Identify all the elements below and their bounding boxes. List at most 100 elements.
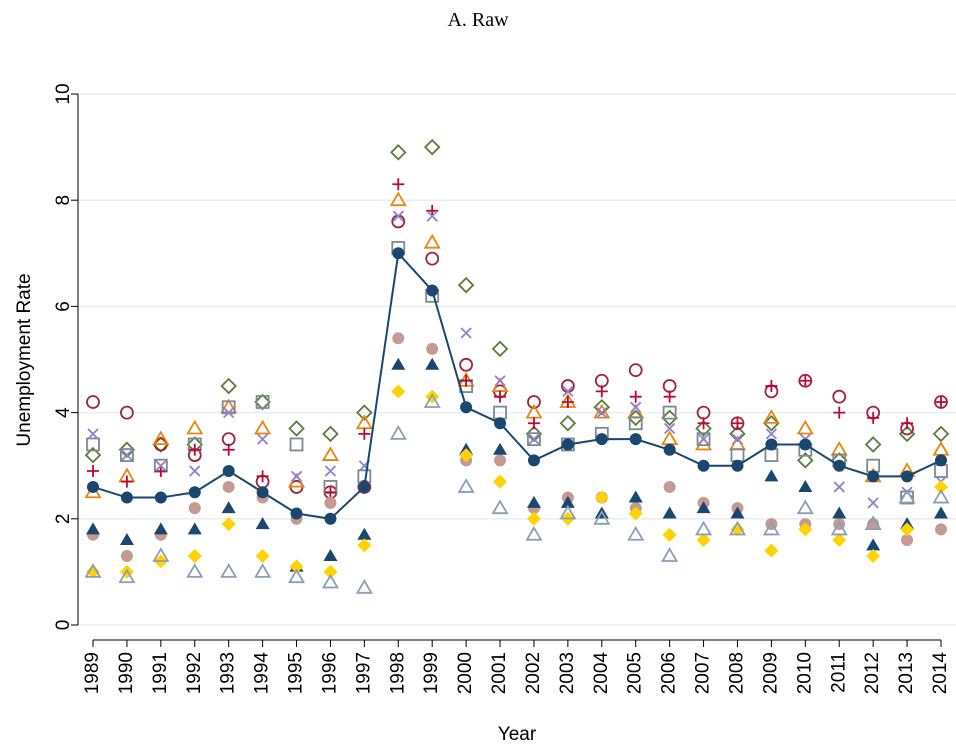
point: [867, 470, 880, 483]
point: [86, 522, 100, 535]
x-tick-label: 1999: [421, 652, 442, 694]
point: [323, 564, 338, 579]
point: [867, 411, 880, 424]
point: [627, 525, 645, 541]
point: [155, 460, 167, 472]
point: [290, 507, 303, 520]
point: [460, 374, 473, 387]
point: [356, 404, 373, 421]
point: [664, 422, 676, 435]
point: [730, 448, 745, 462]
point: [188, 486, 201, 499]
point: [189, 465, 201, 477]
x-tick-label: 2001: [489, 652, 510, 694]
point: [355, 579, 373, 594]
point: [525, 425, 543, 443]
point: [630, 401, 642, 413]
x-tick-label: 2013: [896, 652, 917, 694]
point: [594, 373, 609, 388]
point: [120, 405, 134, 420]
x-tick-label: 2010: [794, 652, 815, 694]
point: [763, 414, 780, 432]
point: [731, 433, 744, 445]
point: [561, 395, 574, 408]
point: [935, 454, 947, 467]
point: [324, 465, 337, 477]
point: [391, 357, 406, 370]
point: [491, 499, 509, 515]
point: [697, 417, 710, 430]
point: [799, 374, 812, 387]
x-axis-label: Year: [498, 724, 537, 745]
point: [765, 380, 778, 393]
point: [389, 425, 407, 440]
y-tick-label: 10: [53, 83, 74, 104]
x-tick-label: 2000: [455, 652, 476, 694]
x-tick-label: 2014: [930, 652, 951, 695]
point: [765, 428, 778, 440]
point: [86, 564, 100, 579]
point: [287, 568, 306, 584]
point: [832, 506, 847, 519]
point: [901, 534, 914, 547]
point: [560, 495, 575, 508]
point: [220, 563, 238, 578]
point: [762, 520, 780, 536]
point: [460, 401, 473, 414]
point: [694, 520, 713, 536]
point: [562, 385, 574, 397]
y-tick-label: 2: [53, 514, 74, 525]
point: [321, 573, 340, 589]
point: [764, 469, 779, 482]
point: [222, 480, 235, 493]
point: [728, 520, 747, 536]
point: [796, 419, 814, 435]
point: [663, 480, 676, 493]
x-tick-label: 2012: [862, 652, 883, 694]
point: [220, 377, 237, 395]
point: [864, 515, 882, 531]
point: [628, 506, 643, 521]
point: [425, 251, 440, 266]
point: [391, 384, 406, 399]
point: [798, 479, 813, 492]
point: [765, 438, 778, 451]
point: [494, 375, 506, 387]
point: [832, 533, 847, 548]
point: [662, 379, 677, 393]
point: [423, 233, 441, 249]
point: [119, 533, 134, 546]
x-tick-label: 1994: [252, 652, 273, 695]
x-tick-label: 2003: [557, 652, 578, 694]
x-tick-label: 2009: [760, 652, 781, 694]
point: [526, 495, 541, 508]
point: [731, 459, 744, 472]
point: [87, 428, 99, 440]
point: [932, 488, 950, 504]
point: [324, 486, 337, 499]
point: [389, 191, 407, 207]
point: [661, 547, 679, 562]
point: [730, 522, 745, 537]
point: [87, 480, 99, 493]
point: [188, 502, 201, 515]
point: [629, 433, 642, 446]
point: [221, 432, 236, 447]
point: [661, 430, 679, 446]
point: [696, 533, 711, 548]
point: [797, 452, 814, 469]
point: [255, 548, 270, 563]
point: [324, 496, 337, 509]
point: [324, 512, 337, 525]
point: [87, 465, 99, 478]
point: [221, 501, 236, 514]
point: [152, 547, 170, 562]
point: [358, 427, 371, 440]
point: [696, 501, 711, 514]
point: [594, 490, 609, 505]
point: [493, 442, 508, 455]
x-tick-label: 2006: [659, 652, 680, 694]
point: [322, 425, 339, 443]
point: [426, 284, 439, 297]
